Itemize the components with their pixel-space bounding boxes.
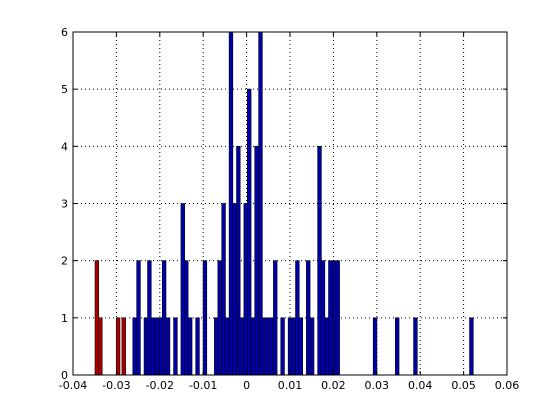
histogram-bar <box>224 317 230 376</box>
x-tick-label: 0.05 <box>451 379 476 392</box>
histogram-bar <box>154 317 159 376</box>
histogram-bar <box>121 317 126 376</box>
histogram-bar <box>239 317 244 376</box>
histogram-bar <box>250 317 256 376</box>
histogram-bar <box>324 317 330 376</box>
histogram-bar <box>247 88 252 376</box>
histogram-bar <box>236 146 241 376</box>
y-tick-label: 4 <box>61 140 68 153</box>
x-tick-labels: -0.04 -0.03 -0.02 -0.01 0 0.01 0.02 0.03 0.04 0.0… <box>59 379 519 392</box>
x-tick-label: 0.06 <box>495 379 520 392</box>
histogram-bar <box>173 317 178 376</box>
histogram-bar <box>132 317 137 376</box>
histogram-bar <box>147 260 152 376</box>
x-tick-label: -0.01 <box>189 379 217 392</box>
x-tick-label: 0.02 <box>321 379 346 392</box>
histogram-bar <box>469 317 474 376</box>
x-tick-label: -0.04 <box>59 379 87 392</box>
y-tick-label: 1 <box>61 312 68 325</box>
y-tick-label: 6 <box>61 26 68 39</box>
histogram-bar <box>180 203 185 376</box>
histogram-bar <box>243 203 248 376</box>
histogram-bar <box>94 260 100 376</box>
y-tick-label: 5 <box>61 83 68 96</box>
histogram-bar <box>309 317 315 376</box>
y-tick-label: 3 <box>61 198 68 211</box>
y-tick-label: 0 <box>61 369 68 382</box>
histogram-bar <box>306 260 311 376</box>
histogram-bar <box>295 260 300 376</box>
histogram-bar <box>254 146 259 376</box>
histogram-bar <box>332 260 337 376</box>
histogram-bar <box>287 317 293 376</box>
histogram-bar <box>258 31 263 376</box>
histogram-bar <box>158 317 163 376</box>
histogram-bar <box>232 203 237 376</box>
x-tick-label: 0.04 <box>408 379 433 392</box>
histogram-bar <box>265 317 271 376</box>
histogram-bar <box>98 317 103 376</box>
axes <box>72 31 508 376</box>
histogram-bar <box>188 317 193 376</box>
histogram-bar <box>143 317 149 376</box>
histogram-bar <box>150 317 156 376</box>
histogram-bar <box>261 317 267 376</box>
histogram-bar <box>202 260 208 376</box>
histogram-bar <box>291 317 296 376</box>
histogram-bar <box>136 260 141 376</box>
x-tick-label: 0 <box>243 379 250 392</box>
histogram-bars <box>94 31 474 376</box>
histogram-bar <box>221 203 226 376</box>
histogram-bar <box>328 260 333 376</box>
histogram-bar <box>214 317 219 376</box>
histogram-bar <box>273 260 278 376</box>
histogram-bar <box>395 317 400 376</box>
histogram-bar <box>317 146 322 376</box>
x-tick-label: 0.03 <box>365 379 390 392</box>
histogram-bar <box>184 260 189 376</box>
histogram-bar <box>165 317 171 376</box>
y-tick-labels: 0 1 2 3 4 5 6 <box>61 26 68 382</box>
histogram-bar <box>269 317 274 376</box>
histogram-bar <box>115 317 121 376</box>
histogram-bar <box>217 260 222 376</box>
histogram-bar <box>372 317 378 376</box>
histogram-bar <box>228 31 234 376</box>
histogram-bar <box>298 317 303 376</box>
histogram-bar <box>161 260 167 376</box>
x-tick-label: 0.01 <box>278 379 303 392</box>
histogram-bar <box>320 260 326 376</box>
y-tick-label: 2 <box>61 255 68 268</box>
histogram-bar <box>335 260 340 376</box>
histogram-bar <box>195 317 200 376</box>
x-tick-label: -0.03 <box>102 379 130 392</box>
histogram-bar <box>280 317 285 376</box>
histogram-bar <box>413 317 418 376</box>
x-tick-label: -0.02 <box>146 379 174 392</box>
